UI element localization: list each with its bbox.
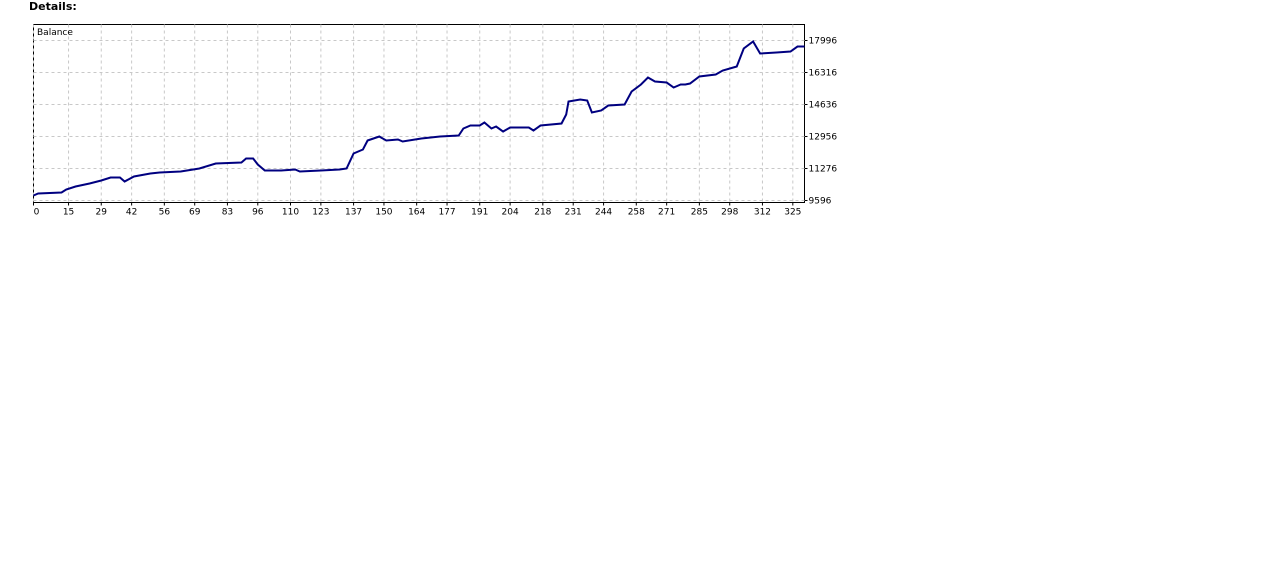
x-tick-label: 96: [252, 208, 264, 218]
x-tick-label: 298: [721, 208, 738, 218]
x-tick-label: 110: [282, 208, 299, 218]
x-tick-label: 204: [502, 208, 519, 218]
chart-frame: [33, 24, 805, 203]
x-tick-label: 271: [658, 208, 675, 218]
balance-line: [33, 40, 805, 197]
x-tick-label: 244: [595, 208, 612, 218]
chart-label: Balance: [37, 28, 73, 38]
x-tick-label: 325: [784, 208, 801, 218]
x-tick-label: 258: [628, 208, 645, 218]
x-tick-label: 164: [408, 208, 425, 218]
section-title: Details:: [29, 0, 77, 13]
x-tick-label: 285: [691, 208, 708, 218]
x-tick-label: 83: [222, 208, 233, 218]
y-tick-label: 11276: [809, 165, 838, 175]
x-tick-label: 123: [312, 208, 329, 218]
x-tick-label: 0: [34, 208, 40, 218]
x-tick-label: 42: [126, 208, 137, 218]
x-tick-label: 29: [96, 208, 108, 218]
x-tick-label: 137: [345, 208, 362, 218]
x-tick-label: 231: [565, 208, 582, 218]
y-tick-label: 9596: [809, 197, 832, 207]
y-tick-label: 12956: [809, 133, 838, 143]
x-tick-label: 56: [159, 208, 171, 218]
x-tick-label: 218: [534, 208, 551, 218]
x-tick-label: 312: [754, 208, 771, 218]
x-tick-label: 69: [189, 208, 201, 218]
y-tick-label: 16316: [809, 69, 838, 79]
x-tick-label: 15: [63, 208, 74, 218]
y-tick-label: 14636: [809, 101, 838, 111]
x-tick-label: 177: [438, 208, 455, 218]
x-tick-label: 150: [375, 208, 392, 218]
y-tick-label: 17996: [809, 37, 838, 47]
x-tick-label: 191: [471, 208, 488, 218]
